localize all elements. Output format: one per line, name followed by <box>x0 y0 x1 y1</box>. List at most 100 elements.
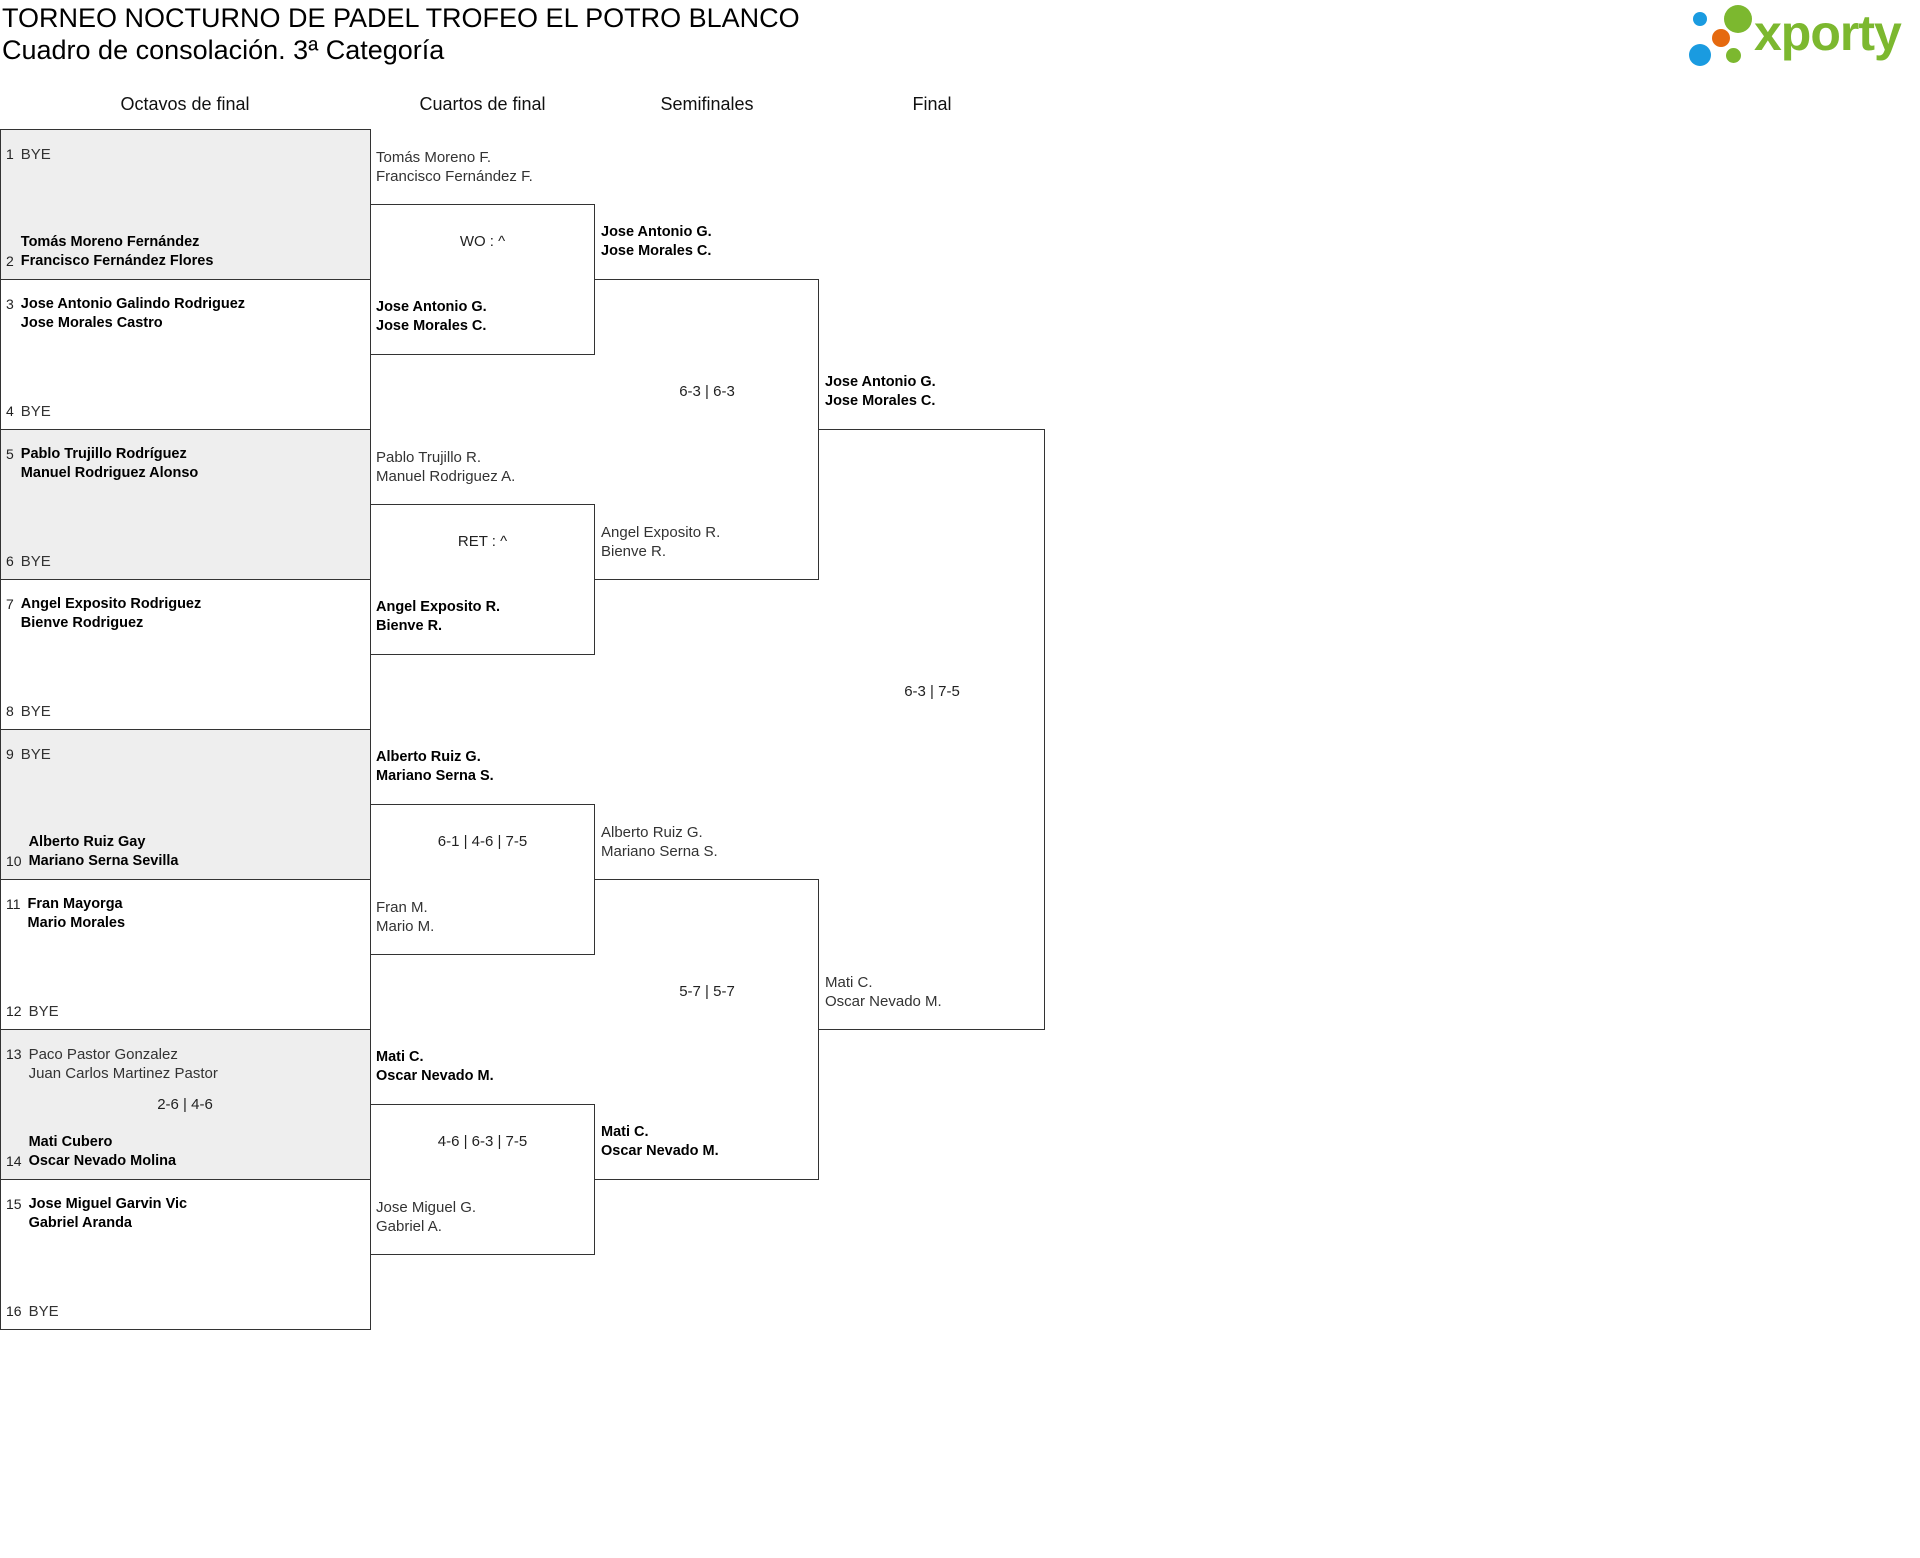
seed-number: 14 <box>6 1153 22 1169</box>
player-name: Manuel Rodriguez Alonso <box>20 465 199 481</box>
seed-number: 4 <box>6 403 14 419</box>
round-header: Semifinales <box>660 94 754 114</box>
team-names: Jose Antonio G. Jose Morales C. <box>376 298 487 336</box>
player-name: Jose Morales C. <box>376 317 487 334</box>
player-name: BYE <box>20 703 51 720</box>
player-name: Mariano Serna S. <box>601 842 718 860</box>
team-slot[interactable]: Mati C. Oscar Nevado M. <box>819 954 1045 1029</box>
team-names: BYE <box>21 745 51 764</box>
player-name: Jose Antonio G. <box>601 223 712 240</box>
player-name: Pablo Trujillo Rodríguez <box>20 446 187 462</box>
player-name: Fran Mayorga <box>27 896 123 912</box>
team-slot[interactable]: Pablo Trujillo R. Manuel Rodriguez A. <box>370 429 595 504</box>
team-slot[interactable]: 14 Mati Cubero Oscar Nevado Molina <box>0 1104 370 1179</box>
seed-number: 5 <box>6 446 14 462</box>
player-name: Gabriel Aranda <box>28 1215 132 1231</box>
player-name: Jose Morales C. <box>601 242 712 259</box>
team-slot[interactable]: 13 Paco Pastor Gonzalez Juan Carlos Martin… <box>0 1029 370 1104</box>
team-names: Jose Miguel Garvin Vic Gabriel Aranda <box>29 1195 188 1233</box>
team-slot[interactable]: Mati C. Oscar Nevado M. <box>370 1029 595 1104</box>
team-slot[interactable]: 1 BYE <box>0 129 370 204</box>
team-slot[interactable]: Jose Antonio G. Jose Morales C. <box>595 204 819 279</box>
match-box <box>0 429 371 580</box>
player-name: Oscar Nevado M. <box>601 1142 719 1159</box>
team-slot[interactable]: 15 Jose Miguel Garvin Vic Gabriel Aranda <box>0 1179 370 1254</box>
team-slot[interactable]: 10 Alberto Ruiz Gay Mariano Serna Sevilla <box>0 804 370 879</box>
team-slot[interactable]: 7 Angel Exposito Rodriguez Bienve Rodrigue… <box>0 579 370 654</box>
team-slot[interactable]: Fran M. Mario M. <box>370 879 595 954</box>
player-name: Alberto Ruiz G. <box>376 748 481 765</box>
draw-subtitle: Cuadro de consolación. 3ª Categoría <box>2 35 445 65</box>
player-name: Oscar Nevado M. <box>376 1067 494 1084</box>
team-slot[interactable]: Angel Exposito R. Bienve R. <box>595 504 819 579</box>
team-names: Mati C. Oscar Nevado M. <box>376 1048 494 1086</box>
player-name: Mati C. <box>376 1048 424 1065</box>
player-name: BYE <box>20 746 51 763</box>
player-name: Angel Exposito R. <box>376 598 501 615</box>
player-name: Jose Antonio Galindo Rodriguez <box>20 296 246 312</box>
tournament-title: TORNEO NOCTURNO DE PADEL TROFEO EL POTRO… <box>2 3 800 33</box>
team-names: Pablo Trujillo R. Manuel Rodriguez A. <box>376 448 515 486</box>
player-name: Alberto Ruiz Gay <box>28 834 146 850</box>
team-slot[interactable]: Mati C. Oscar Nevado M. <box>595 1104 819 1179</box>
team-names: Paco Pastor Gonzalez Juan Carlos Martinez… <box>29 1045 218 1083</box>
player-name: Bienve R. <box>601 542 667 560</box>
player-name: Mario M. <box>376 917 435 935</box>
player-name: Jose Morales C. <box>825 392 936 409</box>
logo-dot-icon <box>1726 48 1741 63</box>
match-score: 6-1 | 4-6 | 7-5 <box>437 833 528 850</box>
player-name: BYE <box>20 146 51 163</box>
team-slot[interactable]: 3 Jose Antonio Galindo Rodriguez Jose Mora… <box>0 279 370 354</box>
team-names: Angel Exposito R. Bienve R. <box>376 598 500 636</box>
player-name: Angel Exposito R. <box>601 523 721 541</box>
team-slot[interactable]: 5 Pablo Trujillo Rodríguez Manuel Rodrigue… <box>0 429 370 504</box>
team-slot[interactable]: Angel Exposito R. Bienve R. <box>370 579 595 654</box>
player-name: Fran M. <box>376 898 428 916</box>
player-name: Mariano Serna S. <box>376 767 494 784</box>
player-name: Francisco Fernández F. <box>376 167 533 185</box>
team-slot[interactable]: Jose Miguel G. Gabriel A. <box>370 1179 595 1254</box>
team-slot[interactable]: Tomás Moreno F. Francisco Fernández F. <box>370 129 595 204</box>
seed-number: 1 <box>6 146 14 162</box>
team-slot[interactable]: 12 BYE <box>0 954 370 1029</box>
player-name: Jose Antonio G. <box>376 298 487 315</box>
team-names: Jose Antonio G. Jose Morales C. <box>825 373 936 411</box>
team-names: Fran Mayorga Mario Morales <box>28 895 126 933</box>
team-slot[interactable]: 2 Tomás Moreno Fernández Francisco Fernánd… <box>0 204 370 279</box>
player-name: Juan Carlos Martinez Pastor <box>28 1065 218 1082</box>
team-slot[interactable]: Jose Antonio G. Jose Morales C. <box>819 354 1045 429</box>
xporty-logo[interactable]: xporty <box>1688 2 1918 72</box>
player-name: Jose Miguel G. <box>376 1198 477 1216</box>
team-slot[interactable]: 4 BYE <box>0 354 370 429</box>
player-name: Gabriel A. <box>376 1217 442 1235</box>
match-score: RET : ^ <box>457 533 508 550</box>
round-header: Final <box>912 94 952 114</box>
round-header: Octavos de final <box>120 94 250 114</box>
match-score: 4-6 | 6-3 | 7-5 <box>437 1133 528 1150</box>
player-name: Mati C. <box>601 1123 649 1140</box>
match-score: 6-3 | 6-3 <box>679 383 735 400</box>
player-name: Tomás Moreno Fernández <box>20 234 200 250</box>
player-name: BYE <box>28 1303 59 1320</box>
seed-number: 3 <box>6 296 14 312</box>
player-name: Angel Exposito Rodriguez <box>20 596 202 612</box>
player-name: Bienve Rodriguez <box>20 615 144 631</box>
team-names: BYE <box>21 702 51 721</box>
team-slot[interactable]: Alberto Ruiz G. Mariano Serna S. <box>370 729 595 804</box>
team-slot[interactable]: 9 BYE <box>0 729 370 804</box>
player-name: BYE <box>28 1003 59 1020</box>
team-slot[interactable]: 16 BYE <box>0 1254 370 1329</box>
logo-dot-icon <box>1712 29 1730 47</box>
seed-number: 16 <box>6 1303 22 1319</box>
seed-number: 8 <box>6 703 14 719</box>
team-slot[interactable]: Alberto Ruiz G. Mariano Serna S. <box>595 804 819 879</box>
team-names: Angel Exposito R. Bienve R. <box>601 523 720 561</box>
match-box <box>370 1104 595 1255</box>
team-slot[interactable]: 6 BYE <box>0 504 370 579</box>
team-slot[interactable]: 8 BYE <box>0 654 370 729</box>
team-slot[interactable]: Jose Antonio G. Jose Morales C. <box>370 279 595 354</box>
team-slot[interactable]: 11 Fran Mayorga Mario Morales <box>0 879 370 954</box>
seed-number: 6 <box>6 553 14 569</box>
seed-number: 9 <box>6 746 14 762</box>
team-names: Mati C. Oscar Nevado M. <box>601 1123 719 1161</box>
